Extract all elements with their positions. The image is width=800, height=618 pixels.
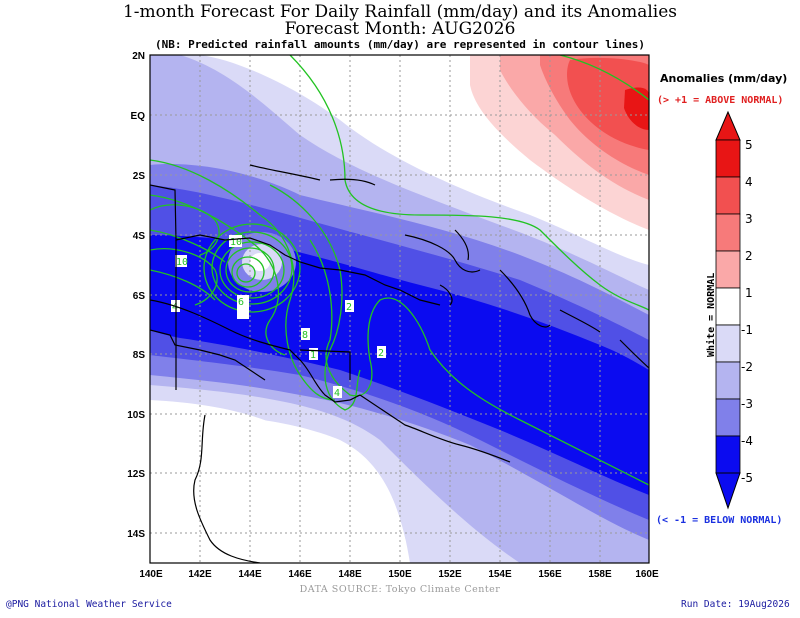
lat-label: EQ bbox=[131, 111, 146, 122]
legend-white-normal: White = NORMAL bbox=[706, 272, 717, 357]
lat-label: 12S bbox=[127, 469, 145, 480]
contour-label: 4 bbox=[172, 302, 178, 313]
lat-axis: 2N EQ 2S 4S 6S 8S 10S 12S 14S bbox=[127, 51, 145, 540]
lon-label: 146E bbox=[288, 569, 312, 580]
lon-label: 148E bbox=[338, 569, 362, 580]
contour-label: 6 bbox=[238, 297, 244, 308]
lon-label: 150E bbox=[388, 569, 412, 580]
lat-label: 6S bbox=[133, 291, 146, 302]
anomaly-colorbar bbox=[715, 110, 741, 510]
credit: @PNG National Weather Service bbox=[6, 599, 172, 610]
colorbar-tick: -4 bbox=[741, 434, 753, 448]
contour-label: 10 bbox=[176, 257, 188, 268]
lat-label: 4S bbox=[133, 231, 146, 242]
contour-label: 8 bbox=[302, 330, 308, 341]
lon-label: 140E bbox=[139, 569, 163, 580]
lat-label: 10S bbox=[127, 410, 145, 421]
contour-label: 1 bbox=[310, 350, 316, 361]
lat-label: 2S bbox=[133, 171, 146, 182]
contour-note: (NB: Predicted rainfall amounts (mm/day)… bbox=[154, 38, 646, 51]
lon-axis: 140E 142E 144E 146E 148E 150E 152E 154E … bbox=[139, 569, 659, 580]
lon-label: 158E bbox=[588, 569, 612, 580]
data-source: DATA SOURCE: Tokyo Climate Center bbox=[299, 584, 501, 595]
colorbar-tick: -3 bbox=[741, 397, 753, 411]
legend-title: Anomalies (mm/day) bbox=[660, 72, 788, 85]
lat-label: 2N bbox=[132, 51, 145, 62]
lon-label: 154E bbox=[488, 569, 512, 580]
colorbar-tick: -1 bbox=[741, 323, 753, 337]
lon-label: 142E bbox=[188, 569, 212, 580]
colorbar-tick: 3 bbox=[745, 212, 753, 226]
map-frame bbox=[149, 54, 650, 564]
colorbar-ticks: 5 4 3 2 1 -1 -2 -3 -4 -5 bbox=[741, 138, 753, 485]
map-grid bbox=[150, 55, 649, 563]
colorbar-tick: 5 bbox=[745, 138, 753, 152]
forecast-month: Forecast Month: AUG2026 bbox=[284, 19, 516, 39]
page-title: 1-month Forecast For Daily Rainfall (mm/… bbox=[122, 2, 678, 22]
coastlines bbox=[150, 164, 649, 563]
lon-label: 152E bbox=[438, 569, 462, 580]
contour-label: 10 bbox=[230, 237, 242, 248]
contour-label: 2 bbox=[346, 302, 352, 313]
run-date: Run Date: 19Aug2026 bbox=[681, 599, 790, 610]
lon-label: 144E bbox=[238, 569, 262, 580]
colorbar-tick: 2 bbox=[745, 249, 753, 263]
lon-label: 160E bbox=[635, 569, 659, 580]
contour-label: 4 bbox=[334, 388, 340, 399]
colorbar-tick: 4 bbox=[745, 175, 753, 189]
legend-above-normal: (> +1 = ABOVE NORMAL) bbox=[657, 95, 784, 106]
lon-label: 156E bbox=[538, 569, 562, 580]
rainfall-contours bbox=[150, 55, 649, 486]
colorbar-tick: -2 bbox=[741, 360, 753, 374]
lat-label: 8S bbox=[133, 350, 146, 361]
colorbar-tick: -5 bbox=[741, 471, 753, 485]
lat-label: 14S bbox=[127, 529, 145, 540]
colorbar-tick: 1 bbox=[745, 286, 753, 300]
legend-below-normal: (< -1 = BELOW NORMAL) bbox=[656, 515, 783, 526]
contour-label: 2 bbox=[378, 348, 384, 359]
